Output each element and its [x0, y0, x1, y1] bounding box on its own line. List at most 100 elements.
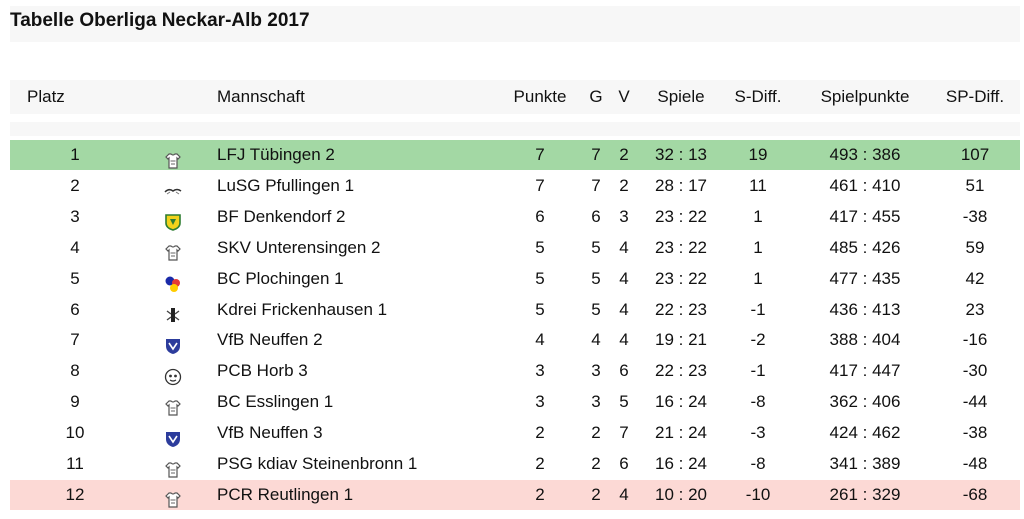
cell-sp-diff: 23: [965, 299, 985, 319]
cell-s-diff: -1: [750, 361, 766, 381]
table-row[interactable]: 7 VfB Neuffen 2 4 4 4 19 : 21 -2 388 : 404 -16: [10, 325, 1020, 355]
title-bar: [10, 6, 1020, 42]
table-row[interactable]: 1 LFJ Tübingen 2 7 7 2 32 : 13 19 493 : 386 107: [10, 140, 1020, 170]
table-row[interactable]: 9 BC Esslingen 1 3 3 5 16 : 24 -8 362 : 406 -44: [10, 387, 1020, 417]
cell-sp-diff: 42: [965, 268, 985, 288]
cell-v: 4: [619, 237, 629, 257]
cell-s-diff: -10: [745, 484, 771, 504]
cell-team[interactable]: SKV Unterensingen 2: [217, 237, 381, 257]
cell-platz: 10: [65, 423, 85, 443]
cell-team[interactable]: BC Esslingen 1: [217, 392, 334, 412]
cell-team[interactable]: BF Denkendorf 2: [217, 206, 346, 226]
cell-sp-diff: -30: [962, 361, 988, 381]
cell-platz: 7: [70, 330, 80, 350]
cell-platz: 6: [70, 299, 80, 319]
cell-v: 3: [619, 206, 629, 226]
cell-g: 2: [591, 454, 601, 473]
cell-g: 2: [591, 484, 601, 504]
shirt-icon: [158, 387, 188, 417]
cell-spielpunkte: 362 : 406: [829, 392, 901, 412]
table-row[interactable]: 6 Kdrei Frickenhausen 1 5 5 4 22 : 23 -1 436 : …: [10, 295, 1020, 325]
table-row[interactable]: 2 LuSG Pfullingen 1 7 7 2 28 : 17 11 461 : 410 5…: [10, 171, 1020, 201]
cell-v: 2: [619, 145, 629, 164]
cell-team[interactable]: LFJ Tübingen 2: [217, 145, 335, 164]
cell-s-diff: 19: [748, 145, 768, 164]
table-row[interactable]: 8 PCB Horb 3 3 3 6 22 : 23 -1 417 : 447 -30: [10, 356, 1020, 386]
cell-platz: 11: [66, 454, 84, 473]
cell-punkte: 7: [535, 145, 545, 164]
cell-punkte: 4: [535, 330, 545, 350]
cell-spielpunkte: 436 : 413: [829, 299, 901, 319]
col-header-v: V: [618, 87, 630, 106]
cell-sp-diff: -44: [962, 392, 988, 412]
round-logo-icon: [158, 356, 188, 386]
cell-s-diff: 1: [753, 268, 763, 288]
cell-v: 4: [619, 268, 629, 288]
bird-logo-icon: [158, 171, 188, 201]
table-row[interactable]: 12 PCR Reutlingen 1 2 2 4 10 : 20 -10 261 : 329…: [10, 479, 1020, 510]
cell-g: 2: [591, 423, 601, 443]
cell-team[interactable]: VfB Neuffen 2: [217, 330, 323, 350]
cell-team[interactable]: PCB Horb 3: [217, 361, 308, 381]
cell-team[interactable]: VfB Neuffen 3: [217, 423, 323, 443]
cell-g: 7: [591, 145, 601, 164]
cell-punkte: 5: [535, 268, 545, 288]
cell-punkte: 7: [535, 175, 545, 195]
cell-spiele: 23 : 22: [655, 237, 707, 257]
col-header-g: G: [589, 87, 603, 106]
shield-blue-icon: [158, 418, 188, 448]
cell-sp-diff: 107: [960, 145, 990, 164]
cell-spielpunkte: 261 : 329: [829, 484, 901, 504]
cell-team[interactable]: BC Plochingen 1: [217, 268, 344, 288]
cell-v: 2: [619, 175, 629, 195]
col-header-s-diff: S-Diff.: [734, 87, 782, 106]
cell-v: 4: [619, 484, 629, 504]
header-spacer: [10, 122, 1020, 136]
cell-spiele: 23 : 22: [655, 268, 707, 288]
cell-g: 5: [591, 268, 601, 288]
figure-logo-icon: [158, 295, 188, 325]
table-row[interactable]: 10 VfB Neuffen 3 2 2 7 21 : 24 -3 424 : 462 -38: [10, 418, 1020, 448]
table-row[interactable]: 4 SKV Unterensingen 2 5 5 4 23 : 22 1 485 : 426…: [10, 233, 1020, 263]
cell-team[interactable]: LuSG Pfullingen 1: [217, 175, 355, 195]
cell-team[interactable]: PSG kdiav Steinenbronn 1: [217, 454, 418, 473]
table-row[interactable]: 5 BC Plochingen 1 5 5 4 23 : 22 1 477 : 435 42: [10, 264, 1020, 294]
cell-spiele: 23 : 22: [655, 206, 707, 226]
cell-g: 6: [591, 206, 601, 226]
cell-spielpunkte: 417 : 455: [829, 206, 901, 226]
cell-g: 7: [591, 175, 601, 195]
cell-sp-diff: -48: [962, 454, 988, 473]
header-band: [10, 80, 1020, 114]
cell-team[interactable]: PCR Reutlingen 1: [217, 484, 354, 504]
cell-v: 4: [619, 299, 629, 319]
cell-spielpunkte: 388 : 404: [829, 330, 901, 350]
cell-s-diff: 1: [753, 206, 763, 226]
table-row[interactable]: 11 PSG kdiav Steinenbronn 1 2 2 6 16 : 24 -8 34…: [10, 449, 1020, 479]
shield-blue-icon: [158, 325, 188, 355]
cell-spiele: 32 : 13: [655, 145, 707, 164]
col-header-spielpunkte: Spielpunkte: [820, 87, 910, 106]
cell-team[interactable]: Kdrei Frickenhausen 1: [217, 299, 388, 319]
cell-g: 3: [591, 361, 601, 381]
col-header-mannschaft: Mannschaft: [217, 87, 305, 106]
cell-v: 6: [619, 454, 629, 473]
cell-spielpunkte: 477 : 435: [829, 268, 901, 288]
cell-sp-diff: -16: [962, 330, 988, 350]
col-header-spiele: Spiele: [657, 87, 705, 106]
cell-platz: 8: [70, 361, 80, 381]
cell-punkte: 2: [535, 454, 545, 473]
table-row[interactable]: 3 BF Denkendorf 2 6 6 3 23 : 22 1 417 : 455 -38: [10, 202, 1020, 232]
cell-s-diff: -2: [750, 330, 766, 350]
cell-v: 7: [619, 423, 629, 443]
cell-s-diff: -8: [750, 454, 766, 473]
cell-v: 5: [619, 392, 629, 412]
cell-platz: 5: [70, 268, 80, 288]
cell-spiele: 22 : 23: [655, 361, 707, 381]
cell-punkte: 2: [535, 484, 545, 504]
cell-spiele: 10 : 20: [655, 484, 707, 504]
cell-v: 6: [619, 361, 629, 381]
cell-spielpunkte: 485 : 426: [829, 237, 901, 257]
cell-platz: 1: [70, 145, 80, 164]
cell-g: 3: [591, 392, 601, 412]
col-header-punkte: Punkte: [513, 87, 567, 106]
